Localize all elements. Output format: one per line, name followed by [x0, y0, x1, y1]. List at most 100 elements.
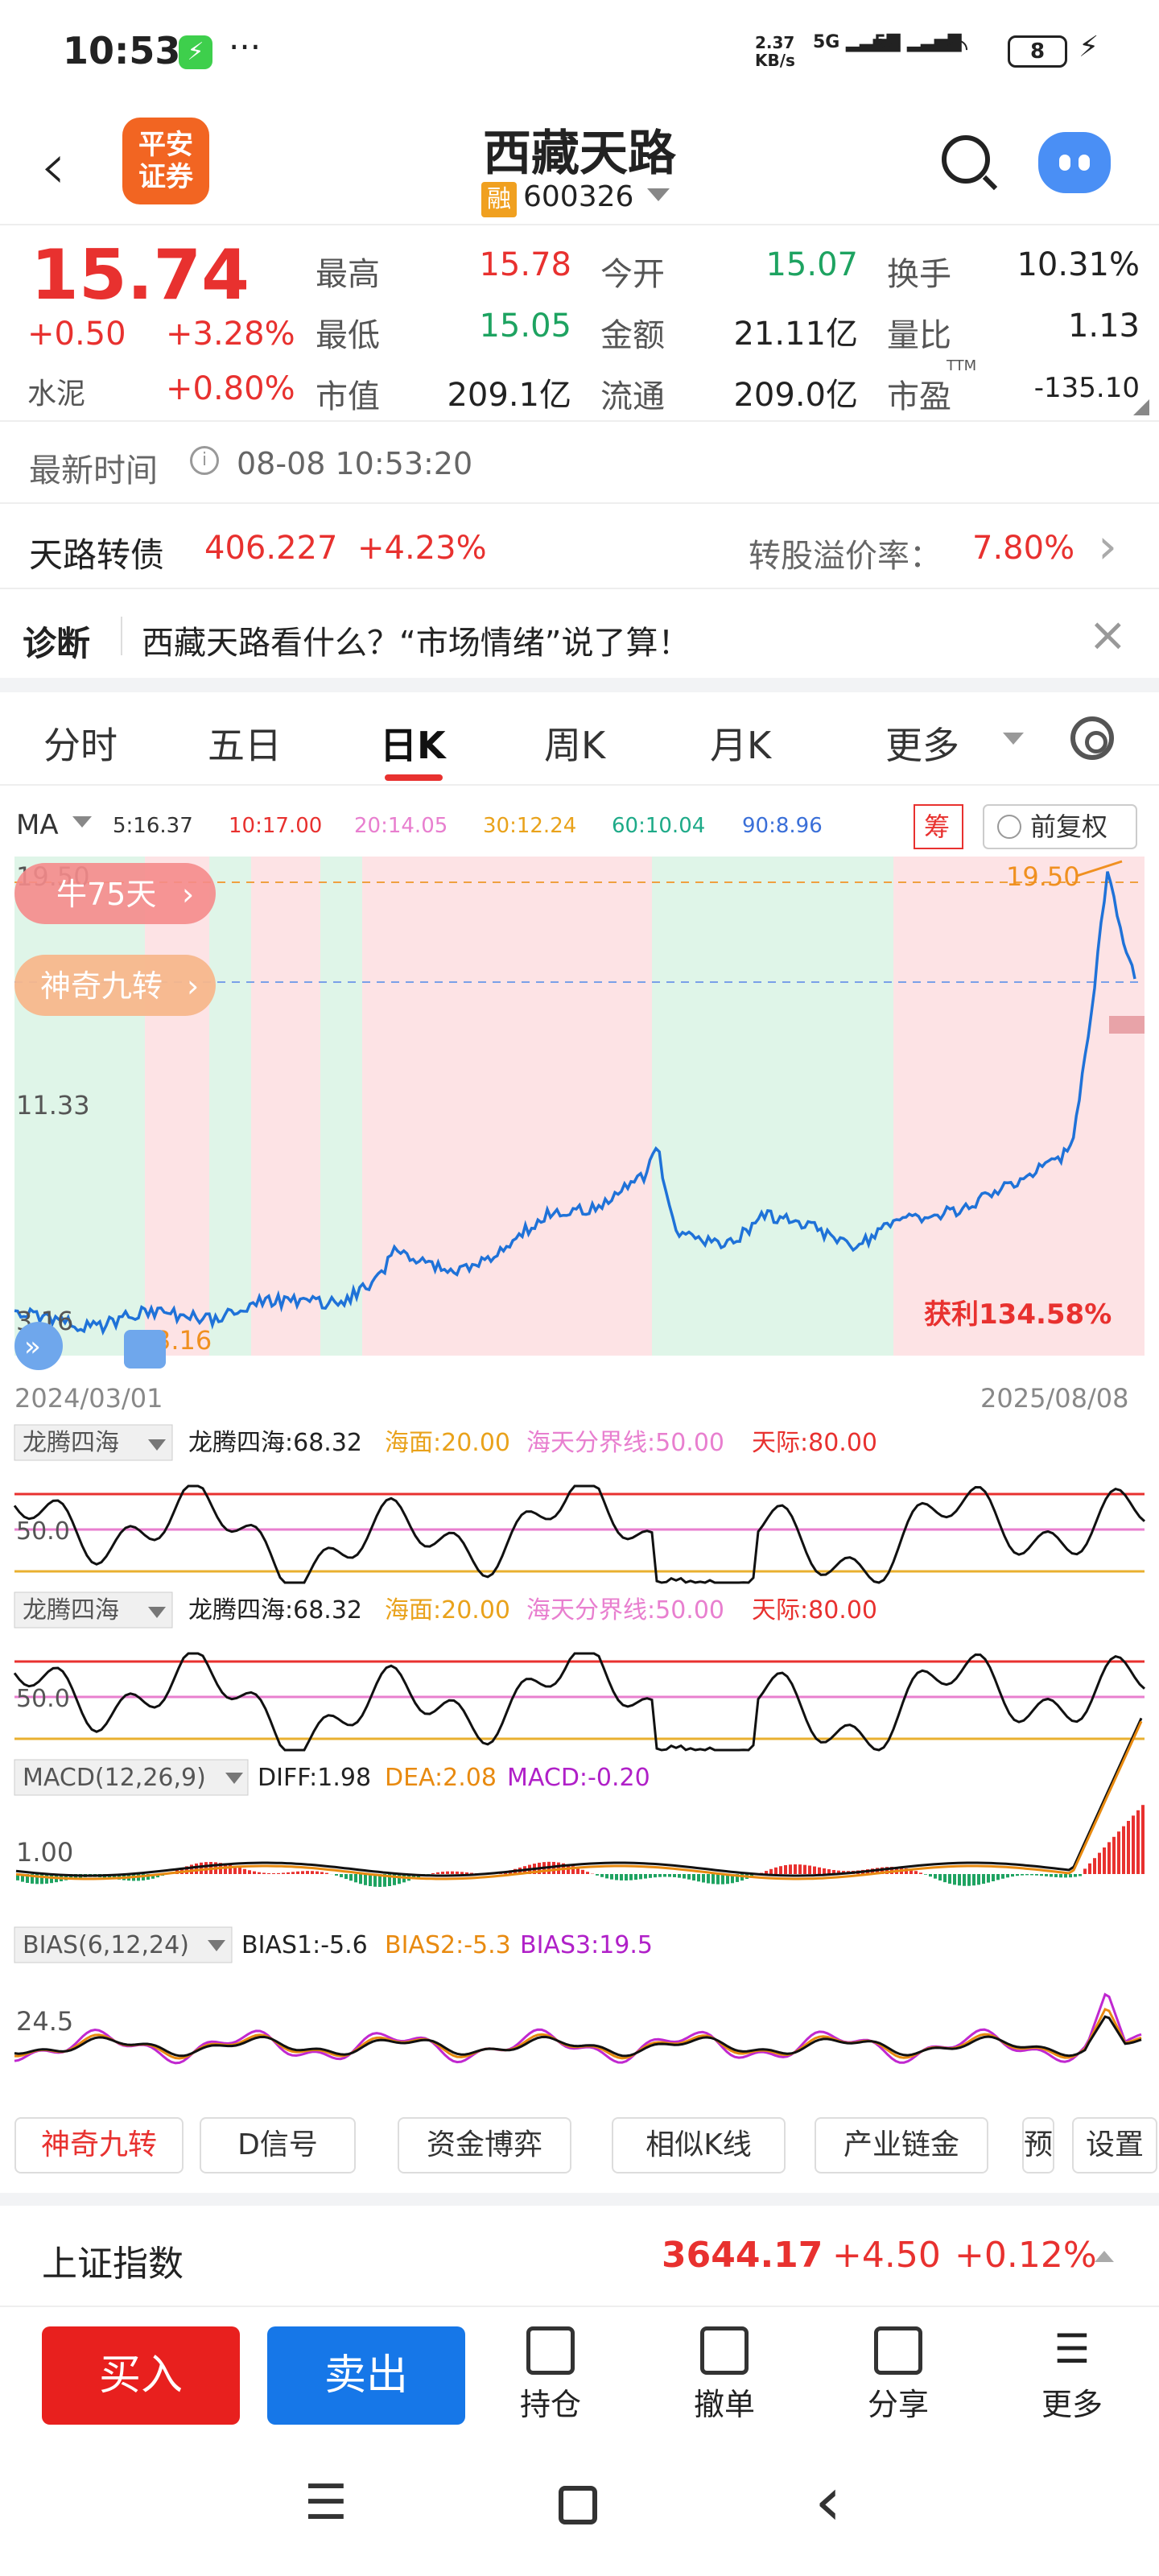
- settings-gear-icon[interactable]: [1070, 716, 1114, 760]
- macd-bar: [890, 1867, 893, 1874]
- index-pct: +0.12%: [955, 2235, 1097, 2276]
- adjust-button[interactable]: [983, 804, 1137, 849]
- holdings-button[interactable]: 持仓: [494, 2326, 607, 2424]
- macd-diff: DIFF:1.98: [258, 1764, 371, 1792]
- bias1-line: [14, 2015, 1142, 2058]
- back-nav-icon[interactable]: ‹: [815, 2462, 842, 2541]
- index-value: 3644.17: [662, 2235, 823, 2276]
- ma-dropdown-icon[interactable]: [72, 816, 92, 828]
- bias-dropdown-icon[interactable]: [208, 1940, 225, 1951]
- chip-distribution-button[interactable]: [914, 804, 963, 849]
- stock-code[interactable]: 600326: [523, 180, 634, 213]
- tool-capital-game[interactable]: 资金博弈: [398, 2117, 571, 2174]
- open-value: 15.07: [765, 246, 858, 283]
- macd-bar: [1035, 1874, 1038, 1876]
- expand-left-icon[interactable]: [14, 1322, 63, 1370]
- tab-daily-k[interactable]: 日K: [380, 724, 446, 767]
- search-icon[interactable]: [942, 135, 990, 184]
- tab-weekly-k[interactable]: 周K: [544, 724, 606, 767]
- macd-bar: [779, 1866, 782, 1874]
- more-button[interactable]: ☰ 更多: [1041, 2326, 1103, 2422]
- pe-ttm: TTM: [947, 357, 977, 374]
- section-gap: [0, 2193, 1159, 2206]
- tool-partial[interactable]: 预: [1022, 2117, 1054, 2174]
- macd-bar: [296, 1871, 299, 1874]
- ind1-dropdown-icon[interactable]: [148, 1439, 166, 1451]
- y-axis-mid: 11.33: [16, 1090, 90, 1121]
- expand-up-icon[interactable]: [1095, 2251, 1114, 2262]
- macd-bar: [393, 1874, 396, 1885]
- chip-label: 筹: [924, 811, 950, 842]
- macd-bar: [233, 1866, 237, 1874]
- share-button[interactable]: 分享: [842, 2326, 955, 2424]
- macd-bar: [721, 1874, 724, 1885]
- macd-bar: [1088, 1863, 1091, 1874]
- macd-dropdown-icon[interactable]: [225, 1773, 243, 1784]
- macd-bar: [711, 1874, 715, 1885]
- turnover-value: 10.31%: [1017, 246, 1140, 283]
- tool-settings[interactable]: 设置: [1072, 2117, 1157, 2174]
- price-change: +0.50: [27, 316, 126, 353]
- cancel-order-button[interactable]: 撤单: [668, 2326, 781, 2424]
- sector-name[interactable]: 水泥: [27, 378, 86, 411]
- info-icon[interactable]: i: [190, 446, 219, 475]
- macd-bar: [267, 1872, 270, 1874]
- tab-monthly-k[interactable]: 月K: [710, 724, 772, 767]
- fullscreen-icon[interactable]: [124, 1330, 166, 1368]
- recent-apps-icon[interactable]: ☰: [304, 2475, 348, 2531]
- ma30-value: 30:12.24: [483, 814, 576, 838]
- convertible-bond-row[interactable]: 天路转债 406.227 +4.23% 转股溢价率： 7.80% ›: [0, 504, 1159, 589]
- broker-logo: 平安 证券: [122, 118, 209, 204]
- price-change-pct: +3.28%: [166, 316, 295, 353]
- macd-bar: [658, 1874, 662, 1877]
- assistant-robot-icon[interactable]: [1038, 132, 1111, 193]
- price-marker: [1109, 1016, 1145, 1034]
- system-nav-bar: ☰ ‹: [0, 2442, 1159, 2576]
- macd-bar: [21, 1874, 24, 1882]
- bias-selector[interactable]: [14, 1926, 233, 1963]
- kline-chart-area[interactable]: MA 5:16.37 10:17.00 20:14.05 30:12.24 60…: [0, 797, 1159, 2101]
- code-dropdown-icon[interactable]: [647, 188, 670, 201]
- more-dropdown-icon[interactable]: [1003, 733, 1024, 745]
- macd-bar: [364, 1874, 367, 1885]
- adjust-label: 前复权: [1030, 811, 1107, 842]
- bull-days-pill[interactable]: [14, 863, 216, 924]
- ind1-v1: 龙腾四海:68.32: [188, 1429, 362, 1457]
- tool-d-signal[interactable]: D信号: [200, 2117, 356, 2174]
- tab-intraday[interactable]: 分时: [43, 724, 118, 767]
- diagnosis-bar[interactable]: 诊断 西藏天路看什么？“市场情绪”说了算！ ×: [0, 589, 1159, 678]
- sell-button[interactable]: 卖出: [267, 2326, 465, 2425]
- macd-bar: [605, 1874, 608, 1879]
- macd-selector[interactable]: [14, 1759, 249, 1796]
- ind1-selector[interactable]: [14, 1424, 173, 1461]
- macd-bar: [919, 1872, 922, 1874]
- macd-bar: [798, 1864, 802, 1874]
- macd-bar: [707, 1874, 710, 1884]
- macd-bar: [774, 1867, 777, 1874]
- back-chevron-icon[interactable]: ‹: [40, 129, 66, 204]
- ind2-dropdown-icon[interactable]: [148, 1607, 166, 1618]
- macd-bar: [316, 1871, 319, 1874]
- stock-header: ‹ 平安 证券 西藏天路 融 600326: [0, 105, 1159, 225]
- expand-corner-icon[interactable]: [1133, 399, 1149, 415]
- ind2-selector[interactable]: [14, 1591, 173, 1629]
- buy-button[interactable]: 买入: [42, 2326, 240, 2425]
- home-icon[interactable]: [559, 2486, 597, 2524]
- tab-more[interactable]: 更多: [885, 724, 959, 767]
- close-icon[interactable]: ×: [1088, 607, 1128, 662]
- market-index-bar[interactable]: 上证指数 3644.17 +4.50 +0.12%: [0, 2206, 1159, 2307]
- magic-nine-label: 神奇九转: [40, 968, 163, 1004]
- macd-bar: [576, 1868, 580, 1874]
- tool-magic-nine[interactable]: 神奇九转: [14, 2117, 184, 2174]
- signal-icon-2: 5G ▂▃▅▇: [874, 32, 962, 52]
- tool-industry-chain[interactable]: 产业链金: [815, 2117, 988, 2174]
- chevron-right-icon[interactable]: ›: [1098, 518, 1117, 575]
- tab-five-day[interactable]: 五日: [208, 724, 282, 767]
- macd-bar: [977, 1874, 980, 1885]
- macd-bar: [697, 1874, 700, 1882]
- bottom-action-bar: 买入 卖出 持仓 撤单 分享 ☰ 更多: [0, 2309, 1159, 2441]
- magic-nine-pill[interactable]: [14, 955, 216, 1016]
- tool-similar-k[interactable]: 相似K线: [612, 2117, 786, 2174]
- ma-label[interactable]: MA: [16, 809, 59, 841]
- macd-bar: [1122, 1826, 1125, 1874]
